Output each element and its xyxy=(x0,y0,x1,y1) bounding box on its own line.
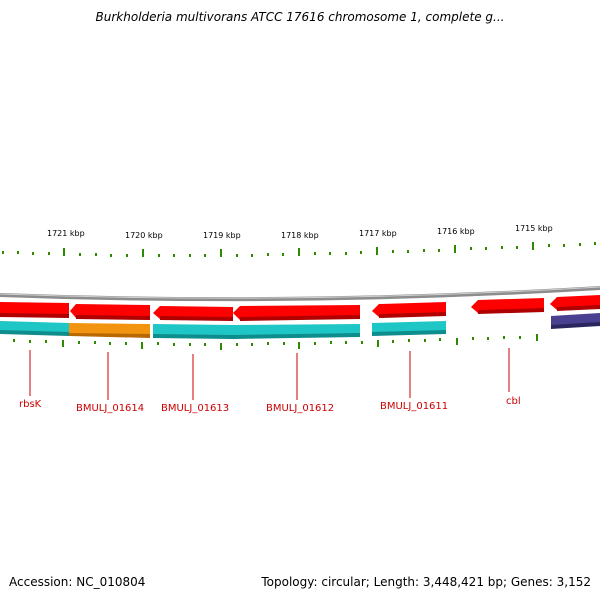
gene-arrow-next xyxy=(550,295,600,311)
gene-label-bmulj-01613: BMULJ_01613 xyxy=(161,403,229,414)
gene-arrow-bmulj-01611 xyxy=(372,302,446,318)
gene-arrow-cbl xyxy=(471,298,544,314)
genome-summary-text: Topology: circular; Length: 3,448,421 bp… xyxy=(261,575,591,589)
gene-label-rbsK: rbsK xyxy=(19,399,42,410)
tick-label-1721: 1721 kbp xyxy=(47,229,85,238)
gene-arrow-bmulj-01614 xyxy=(70,304,150,320)
tick-label-1717: 1717 kbp xyxy=(359,229,397,238)
gene-arrow-bmulj-01613 xyxy=(153,306,233,321)
minor-ticks-top xyxy=(2,242,596,257)
label-leaders xyxy=(29,348,510,400)
gene-label-bmulj-01611: BMULJ_01611 xyxy=(380,401,448,412)
gene-labels: rbsK BMULJ_01614 BMULJ_01613 BMULJ_01612… xyxy=(19,396,521,414)
gene-track xyxy=(0,295,600,321)
gene-label-bmulj-01614: BMULJ_01614 xyxy=(76,403,144,414)
tick-label-1715: 1715 kbp xyxy=(515,224,553,233)
accession-text: Accession: NC_010804 xyxy=(9,575,146,589)
tick-label-1716: 1716 kbp xyxy=(437,227,475,236)
tick-label-1720: 1720 kbp xyxy=(125,231,163,240)
gene-arrow-rbsK xyxy=(0,302,69,318)
map-title: Burkholderia multivorans ATCC 17616 chro… xyxy=(95,10,505,24)
tick-label-1718: 1718 kbp xyxy=(281,231,319,240)
tick-row-top xyxy=(2,242,596,257)
tick-label-1719: 1719 kbp xyxy=(203,231,241,240)
cds-track xyxy=(0,313,600,339)
gene-label-cbl: cbl xyxy=(506,396,521,407)
gene-label-bmulj-01612: BMULJ_01612 xyxy=(266,403,334,414)
tick-labels: 1721 kbp 1720 kbp 1719 kbp 1718 kbp 1717… xyxy=(47,224,553,240)
gene-arrow-bmulj-01612 xyxy=(233,305,360,321)
chromosome-backbone xyxy=(0,286,600,302)
tick-row-bottom xyxy=(13,334,538,350)
